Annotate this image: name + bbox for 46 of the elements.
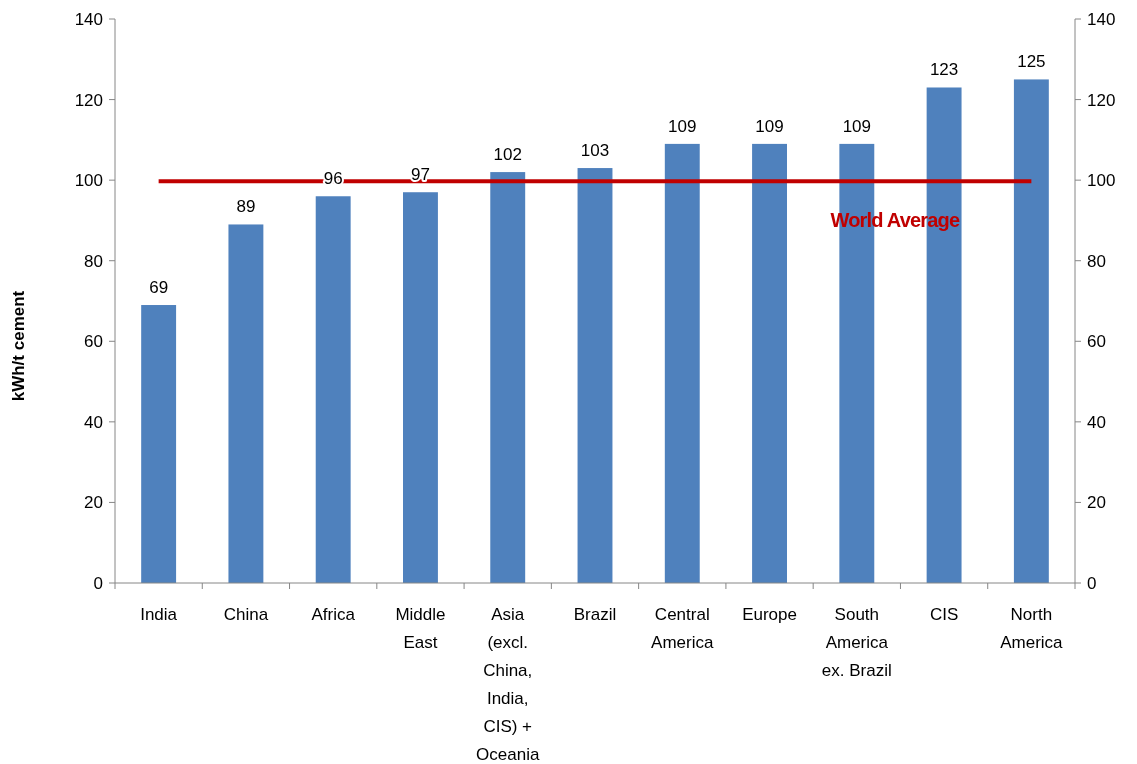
data-label: 109 [668, 116, 697, 136]
y-tick-label: 120 [74, 90, 103, 110]
bar [577, 168, 613, 583]
data-label: 109 [842, 116, 872, 136]
y2-tick-label: 40 [1087, 412, 1106, 432]
bar [1013, 79, 1049, 583]
y-tick-label: 0 [93, 574, 103, 593]
x-tick-label: North America [1000, 605, 1064, 652]
bar [403, 192, 438, 583]
x-tick-label: Central America [651, 605, 714, 652]
y-tick-label: 80 [84, 251, 103, 271]
x-tick-label: Middle East [395, 605, 446, 652]
x-tick-label: Africa [311, 605, 356, 624]
x-tick-label: China [223, 605, 269, 624]
data-label: 102 [493, 145, 522, 165]
x-tick-label: India [140, 605, 178, 624]
y-tick-label: 20 [84, 493, 103, 513]
x-tick-label: South America ex. Brazil [821, 605, 892, 680]
bar [315, 196, 351, 583]
y-tick-label: 60 [84, 332, 103, 352]
y2-tick-label: 100 [1087, 171, 1116, 191]
data-label: 69 [149, 278, 169, 298]
data-label: 123 [929, 60, 959, 80]
y2-tick-label: 60 [1087, 332, 1106, 352]
bar [664, 143, 700, 583]
y2-tick-label: 80 [1087, 251, 1106, 271]
x-tick-label: Brazil [573, 605, 617, 624]
x-tick-label: Asia (excl. China, India, CIS) + Oceania [476, 605, 540, 764]
x-tick-label: CIS [929, 605, 959, 624]
bar [752, 143, 787, 583]
data-label: 109 [755, 116, 784, 136]
bar [228, 224, 264, 583]
y-tick-label: 140 [74, 10, 103, 29]
y-axis-title: kWh/t cement [9, 290, 28, 402]
x-tick-label: Europe [742, 605, 797, 624]
data-label: 125 [1017, 52, 1046, 72]
data-label: 89 [236, 197, 256, 217]
y2-tick-label: 120 [1087, 90, 1116, 110]
y2-tick-label: 140 [1087, 10, 1116, 29]
data-label: 103 [580, 141, 610, 161]
bar [141, 305, 177, 583]
y2-tick-label: 0 [1087, 574, 1097, 593]
y2-tick-label: 20 [1087, 493, 1106, 513]
y-tick-label: 40 [84, 412, 103, 432]
bar [490, 172, 526, 583]
y-tick-label: 100 [74, 171, 103, 191]
